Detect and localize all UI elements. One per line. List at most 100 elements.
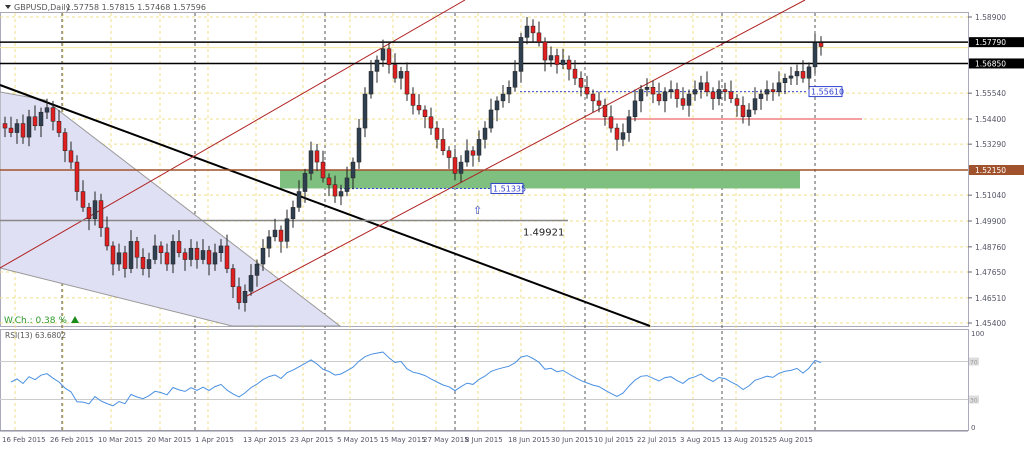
candle-body	[122, 252, 128, 269]
rsi-level-box	[969, 357, 979, 366]
candle-body	[308, 150, 314, 174]
candle-body	[716, 89, 722, 99]
up-arrow-icon: ⇧	[473, 204, 482, 217]
candle-body	[566, 59, 572, 70]
candle-body	[554, 55, 560, 65]
price-tick-label: 1.58900	[975, 13, 1006, 22]
candle-body	[236, 286, 242, 303]
rsi-level-box	[969, 395, 979, 404]
rsi-label: RSI(13) 63.6802	[5, 331, 66, 340]
candle-body	[602, 105, 608, 117]
candle-body	[656, 93, 662, 102]
candle-body	[530, 25, 536, 34]
price-tick-label: 1.49900	[975, 217, 1006, 226]
candle-body	[218, 245, 224, 253]
channel-upper-line	[0, 0, 466, 269]
price-tick-label: 1.48760	[975, 243, 1006, 252]
candle-body	[740, 105, 746, 117]
candle-body	[62, 132, 68, 151]
date-tick-label: 22 Jul 2015	[637, 436, 677, 444]
candle-body	[398, 71, 404, 79]
candle-body	[536, 32, 542, 43]
symbol-label: GBPUSD,Daily	[14, 3, 71, 12]
candle-body	[524, 25, 530, 38]
candle-body	[590, 93, 596, 102]
candle-body	[800, 71, 806, 79]
candle-body	[152, 245, 158, 260]
date-tick-label: 25 Aug 2015	[768, 436, 813, 444]
candle-body	[92, 200, 98, 219]
candles	[2, 17, 824, 312]
level-box-1	[490, 182, 524, 194]
level-box-label: 1.55610	[811, 88, 844, 97]
date-tick-label: 16 Feb 2015	[2, 436, 46, 444]
candle-body	[380, 48, 386, 61]
candle-body	[506, 87, 512, 95]
candle-body	[776, 82, 782, 93]
candle-body	[266, 236, 272, 249]
date-tick-label: 13 Aug 2015	[723, 436, 768, 444]
date-tick-label: 23 Apr 2015	[290, 436, 333, 444]
candle-body	[626, 116, 632, 133]
candle-body	[158, 245, 164, 253]
candle-body	[458, 161, 464, 174]
candle-body	[320, 161, 326, 179]
rsi-level-label: 70	[970, 360, 978, 367]
candle-body	[470, 150, 476, 156]
candle-body	[350, 161, 356, 179]
candle-body	[500, 93, 506, 102]
candle-body	[494, 100, 500, 111]
candle-body	[428, 116, 434, 129]
candle-body	[212, 252, 218, 265]
candle-body	[176, 241, 182, 253]
candle-body	[434, 127, 440, 140]
candle-body	[584, 87, 590, 95]
candle-body	[392, 64, 398, 79]
candle-body	[668, 89, 674, 93]
candle-body	[632, 100, 638, 117]
candle-body	[356, 127, 362, 163]
candle-body	[710, 91, 716, 99]
channel-lower-line	[244, 0, 806, 298]
candle-body	[326, 177, 332, 185]
support-zone	[280, 170, 800, 189]
candle-body	[284, 218, 290, 242]
candle-body	[164, 252, 170, 265]
date-tick-label: 13 Apr 2015	[243, 436, 286, 444]
candle-body	[680, 98, 686, 106]
candle-body	[806, 66, 812, 79]
candle-body	[146, 259, 152, 269]
dropdown-triangle-icon[interactable]	[5, 5, 11, 9]
chart-header: GBPUSD,Daily 1.57758 1.57815 1.57468 1.5…	[5, 3, 206, 12]
price-label: 1.52150	[975, 166, 1006, 175]
candle-body	[722, 89, 728, 93]
candle-body	[374, 59, 380, 72]
candle-body	[728, 91, 734, 99]
candle-body	[26, 116, 32, 138]
candle-body	[608, 116, 614, 129]
date-tick-label: 26 Feb 2015	[50, 436, 94, 444]
date-tick-label: 18 Jun 2015	[508, 436, 550, 444]
candle-body	[482, 127, 488, 140]
price-tick-label: 1.45400	[975, 319, 1006, 328]
candle-body	[686, 93, 692, 106]
candle-body	[230, 268, 236, 287]
candle-body	[386, 48, 392, 65]
trendline	[0, 84, 651, 327]
candle-body	[170, 241, 176, 265]
weekly-change-label: W.Ch.: 0.38 %	[4, 316, 67, 326]
candle-body	[116, 252, 122, 265]
ohlc-label: 1.57758 1.57815 1.57468 1.57596	[66, 3, 206, 12]
date-tick-label: 15 May 2015	[380, 436, 426, 444]
candle-body	[410, 93, 416, 106]
price-label-box	[969, 58, 1024, 69]
candle-body	[20, 123, 26, 138]
candle-body	[596, 100, 602, 106]
candle-body	[32, 116, 38, 127]
date-tick-label: 8 Jun 2015	[465, 436, 503, 444]
candle-body	[278, 229, 284, 242]
candle-body	[314, 150, 320, 163]
candle-body	[290, 207, 296, 219]
candle-body	[2, 123, 8, 129]
